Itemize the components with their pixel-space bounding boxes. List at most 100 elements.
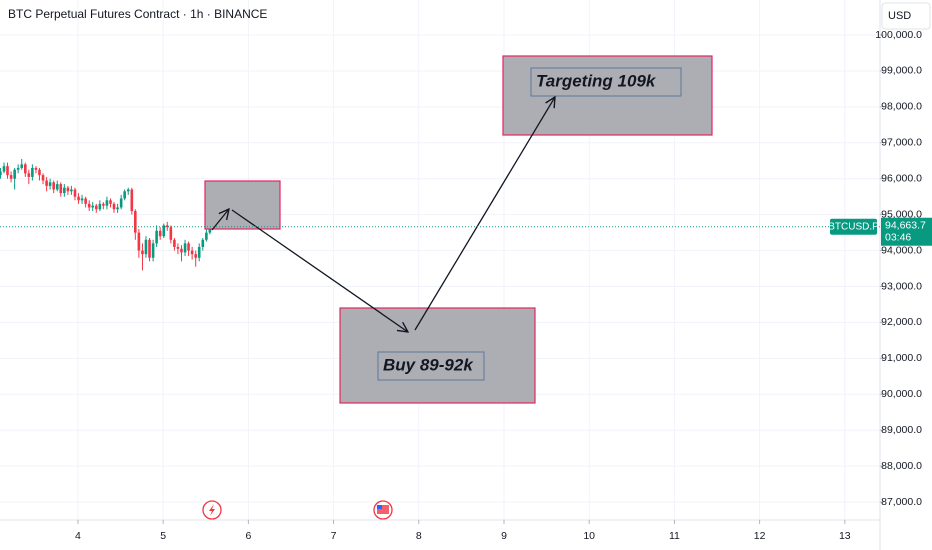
y-tick-label: 100,000.0 — [875, 29, 922, 41]
target-label: Targeting 109k — [536, 71, 657, 90]
candle-body — [73, 189, 77, 197]
candle-body — [187, 243, 190, 251]
candle-body — [130, 189, 134, 212]
candle-body — [180, 248, 183, 253]
candle-body — [13, 169, 16, 179]
candle-body — [94, 205, 98, 210]
candle-body — [162, 225, 166, 237]
symbol-badge — [830, 218, 877, 235]
candle-body — [31, 167, 34, 177]
y-tick-label: 95,000.0 — [881, 208, 922, 220]
candle-body — [9, 175, 13, 179]
candle-body — [66, 187, 70, 192]
candle-body — [134, 211, 137, 233]
y-tick-label: 90,000.0 — [881, 388, 922, 400]
candle-body — [70, 189, 73, 192]
candle-body — [119, 198, 123, 208]
candle-body — [158, 230, 162, 237]
candle-body — [190, 250, 194, 255]
candle-body — [137, 232, 141, 251]
candle-body — [80, 198, 84, 201]
y-tick-label: 91,000.0 — [881, 352, 922, 364]
zone-box — [204, 180, 281, 230]
candle-body — [165, 225, 169, 228]
arrow — [231, 209, 408, 332]
x-tick-label: 7 — [331, 530, 337, 542]
candle-body — [55, 184, 59, 190]
currency: USD — [888, 10, 911, 22]
candle-body — [141, 250, 144, 255]
x-tick-label: 4 — [75, 530, 81, 542]
x-tick-label: 13 — [839, 530, 851, 542]
y-tick-label: 98,000.0 — [881, 101, 922, 113]
arrow — [211, 209, 229, 231]
candle-body — [151, 243, 155, 258]
x-tick-label: 9 — [501, 530, 507, 542]
y-tick-label: 92,000.0 — [881, 316, 922, 328]
candle-body — [84, 198, 87, 204]
candle-body — [173, 239, 176, 247]
candle-body — [169, 227, 173, 240]
candle-body — [176, 246, 180, 249]
candle-body — [52, 182, 55, 190]
axis: 87,000.0 88,000.0 89,000.0 90,000.0 91,000.0… — [0, 29, 932, 542]
candle-body — [105, 200, 109, 206]
candle-body — [201, 239, 205, 247]
x-tick-label: 12 — [754, 530, 766, 542]
x-tick-label: 10 — [583, 530, 595, 542]
y-tick-label: 88,000.0 — [881, 460, 922, 472]
candle-body — [144, 239, 148, 255]
lightning-icon — [209, 504, 215, 516]
last-price-badge — [881, 217, 932, 246]
last-price-label: 94,663.7 — [885, 220, 926, 232]
candle-body — [87, 203, 91, 208]
flag-icon — [377, 505, 382, 509]
x-tick-label: 5 — [160, 530, 166, 542]
candle-body — [6, 166, 9, 176]
candle-body — [41, 175, 45, 181]
candle-body — [2, 166, 6, 172]
candle-body — [20, 164, 24, 168]
y-tick-label: 93,000.0 — [881, 280, 922, 292]
y-tick-label: 96,000.0 — [881, 173, 922, 185]
candle-body — [91, 205, 95, 208]
candle-body — [0, 171, 2, 176]
candle-body — [45, 180, 48, 186]
candle-body — [194, 254, 198, 258]
candle-body — [27, 173, 31, 177]
candle-body — [34, 167, 38, 170]
candle-body — [205, 232, 208, 240]
candle-body — [208, 227, 212, 233]
x-tick-label: 8 — [416, 530, 422, 542]
candle-body — [197, 246, 201, 258]
flag-icon — [377, 505, 389, 514]
x-tick-label: 11 — [669, 530, 680, 542]
candle-body — [112, 203, 116, 210]
y-tick-label: 99,000.0 — [881, 65, 922, 77]
candle-body — [109, 200, 112, 204]
y-tick-label: 97,000.0 — [881, 137, 922, 149]
candle-body — [148, 239, 151, 258]
candle-body — [98, 203, 102, 210]
y-tick-label: 94,000.0 — [881, 244, 922, 256]
candle-body — [123, 191, 126, 199]
arrow — [414, 97, 555, 331]
candles — [0, 158, 212, 271]
symbol-label: BTCUSD.P — [828, 221, 879, 232]
y-tick-label: 89,000.0 — [881, 424, 922, 436]
target-label-box — [530, 67, 682, 97]
currency-button[interactable] — [881, 2, 931, 30]
candle-body — [183, 243, 187, 253]
buy-label-box — [377, 351, 485, 381]
candle-body — [126, 189, 130, 192]
grid — [0, 0, 880, 520]
countdown-label: 03:46 — [885, 232, 911, 244]
y-tick-label: 87,000.0 — [881, 496, 922, 508]
candle-body — [38, 169, 41, 176]
candle-body — [63, 187, 66, 194]
candle-body — [116, 207, 119, 210]
candle-body — [102, 203, 105, 206]
candle-body — [59, 184, 63, 194]
candle-body — [16, 167, 20, 170]
